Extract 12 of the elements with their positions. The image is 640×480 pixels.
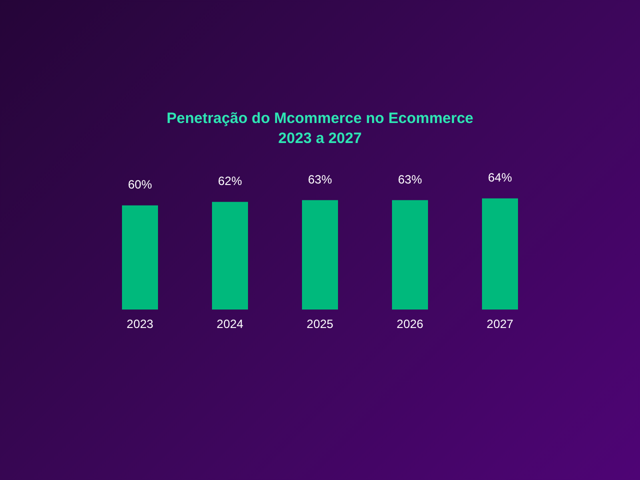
x-tick-label: 2023 — [126, 317, 154, 332]
data-label: 62% — [218, 174, 242, 188]
x-tick-label: 2024 — [216, 317, 244, 332]
data-label: 63% — [398, 172, 422, 186]
chart-title: Penetração do Mcommerce no Ecommerce — [166, 110, 474, 128]
chart-subtitle: 2023 a 2027 — [278, 130, 362, 148]
data-label: 64% — [488, 170, 512, 185]
x-tick-label: 2026 — [396, 317, 424, 332]
data-label: 63% — [308, 172, 332, 186]
x-tick-label: 2027 — [486, 317, 514, 332]
x-tick-label: 2025 — [306, 317, 334, 332]
data-label: 60% — [128, 178, 152, 192]
